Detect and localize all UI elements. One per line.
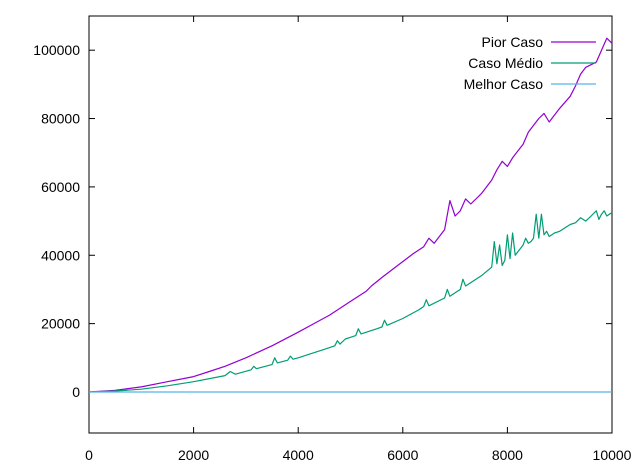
legend-label: Pior Caso xyxy=(482,34,544,50)
series-line-caso-m-dio xyxy=(88,210,613,393)
plot-border xyxy=(88,15,613,434)
x-tick-label: 4000 xyxy=(283,447,314,463)
y-tick-label: 40000 xyxy=(41,247,80,263)
x-tick-label: 10000 xyxy=(593,447,632,463)
y-tick-label: 20000 xyxy=(41,316,80,332)
legend-label: Melhor Caso xyxy=(464,76,544,92)
x-tick-label: 2000 xyxy=(178,447,209,463)
x-tick-label: 0 xyxy=(85,447,93,463)
y-tick-label: 100000 xyxy=(33,42,80,58)
y-tick-label: 80000 xyxy=(41,111,80,127)
y-tick-label: 60000 xyxy=(41,179,80,195)
series-line-pior-caso xyxy=(88,37,613,393)
x-tick-label: 8000 xyxy=(492,447,523,463)
y-tick-label: 0 xyxy=(72,384,80,400)
x-tick-label: 6000 xyxy=(387,447,418,463)
legend-label: Caso Médio xyxy=(468,55,543,71)
